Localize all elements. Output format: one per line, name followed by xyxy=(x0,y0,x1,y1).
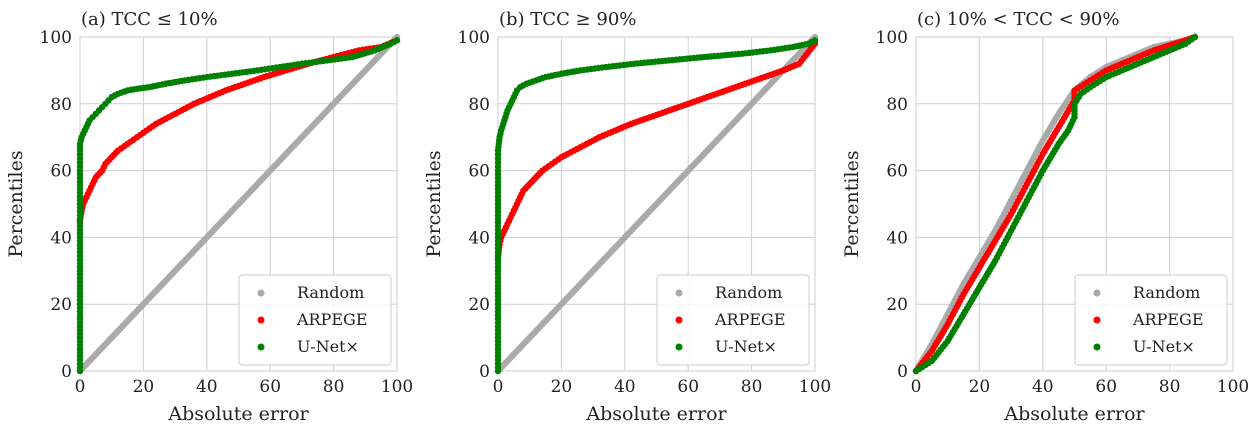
chart0-legend-marker xyxy=(257,289,265,297)
chart0-ytick-label: 60 xyxy=(50,162,72,182)
chart0-ylabel: Percentiles xyxy=(5,150,27,257)
chart2-xtick-label: 80 xyxy=(1159,377,1181,397)
panel-a: 0 20 40 60 80 100 0 20 40 60 80 100 Absolute error Pe… xyxy=(5,9,413,425)
chart2-xtick-label: 60 xyxy=(1095,377,1117,397)
chart2-xtick-label: 20 xyxy=(969,377,991,397)
chart0-legend-label: ARPEGE xyxy=(296,310,368,329)
chart2-legend-label: Random xyxy=(1133,283,1200,302)
chart0-ytick-label: 20 xyxy=(50,295,72,315)
chart0-series-2 xyxy=(76,37,401,375)
chart2-legend-label: U-Net× xyxy=(1133,337,1195,356)
chart1-ytick-label: 0 xyxy=(479,362,490,382)
panel-b: 0 20 40 60 80 100 0 20 40 60 80 100 Absolute error Pe… xyxy=(423,9,831,425)
chart1-title: (b) TCC ≥ 90% xyxy=(499,9,636,30)
chart0-legend-box xyxy=(238,274,392,366)
chart0-xtick-label: 40 xyxy=(196,377,218,397)
chart1-ytick-label: 40 xyxy=(468,228,490,248)
chart1-point xyxy=(811,37,819,44)
chart1-series-2 xyxy=(494,37,819,375)
chart1-ytick-label: 60 xyxy=(468,162,490,182)
chart2-ytick-label: 0 xyxy=(897,362,908,382)
chart2-ytick-label: 60 xyxy=(886,162,908,182)
chart2-title: (c) 10% < TCC < 90% xyxy=(917,9,1119,30)
chart2-plot-area xyxy=(915,36,1234,372)
chart2-legend-box xyxy=(1074,274,1228,366)
chart1-ytick-label: 80 xyxy=(468,95,490,115)
chart1-xtick-label: 80 xyxy=(741,377,763,397)
chart0-xtick-label: 80 xyxy=(323,377,345,397)
chart1-legend-marker xyxy=(675,316,683,324)
chart2-ylabel: Percentiles xyxy=(841,150,863,257)
chart1-series-1 xyxy=(494,40,819,261)
chart0-series-0 xyxy=(76,33,401,375)
chart1-legend-label: U-Net× xyxy=(715,337,777,356)
chart2-xlabel: Absolute error xyxy=(1003,403,1145,425)
chart1-xlabel: Absolute error xyxy=(585,403,727,425)
chart1-legend-marker xyxy=(675,289,683,297)
chart0-legend: Random ARPEGE U-Net× xyxy=(238,274,392,366)
chart1-legend-label: Random xyxy=(715,283,782,302)
chart2-xtick-label: 100 xyxy=(1217,377,1249,397)
chart1-xtick-label: 60 xyxy=(677,377,699,397)
chart2-xtick-label: 40 xyxy=(1032,377,1054,397)
chart0-series-1 xyxy=(76,37,401,224)
chart2-xtick-label: 0 xyxy=(911,377,922,397)
chart2-legend: Random ARPEGE U-Net× xyxy=(1074,274,1228,366)
chart2-ytick-label: 20 xyxy=(886,295,908,315)
chart1-xtick-label: 0 xyxy=(493,377,504,397)
chart0-xlabel: Absolute error xyxy=(167,403,309,425)
chart0-ytick-label: 80 xyxy=(50,95,72,115)
chart2-ytick-label: 40 xyxy=(886,228,908,248)
chart0-title: (a) TCC ≤ 10% xyxy=(81,9,218,30)
chart0-xtick-label: 20 xyxy=(133,377,155,397)
chart2-legend-marker xyxy=(1093,289,1101,297)
chart2-legend-marker xyxy=(1093,343,1101,351)
chart1-xtick-label: 20 xyxy=(551,377,573,397)
chart2-legend-marker xyxy=(1093,316,1101,324)
chart0-ytick-label: 0 xyxy=(61,362,72,382)
chart0-point xyxy=(393,37,401,44)
chart1-xtick-label: 40 xyxy=(614,377,636,397)
chart0-xtick-label: 0 xyxy=(75,377,86,397)
chart1-legend-marker xyxy=(675,343,683,351)
chart0-legend-marker xyxy=(257,316,265,324)
chart2-legend-label: ARPEGE xyxy=(1132,310,1204,329)
chart0-legend-marker xyxy=(257,343,265,351)
chart1-ytick-label: 100 xyxy=(458,28,490,48)
chart2-ytick-label: 80 xyxy=(886,95,908,115)
chart1-ytick-label: 20 xyxy=(468,295,490,315)
chart0-ytick-label: 100 xyxy=(40,28,72,48)
panel-c: 0 20 40 60 80 100 0 20 40 60 80 100 Absolute error Pe… xyxy=(841,9,1249,425)
chart1-xtick-label: 100 xyxy=(799,377,831,397)
chart1-legend-label: ARPEGE xyxy=(714,310,786,329)
chart0-ytick-label: 40 xyxy=(50,228,72,248)
chart0-xtick-label: 100 xyxy=(381,377,413,397)
chart2-point xyxy=(1191,33,1199,41)
chart2-series-2 xyxy=(912,33,1199,375)
chart1-ylabel: Percentiles xyxy=(423,150,445,257)
chart0-legend-label: Random xyxy=(297,283,364,302)
chart1-legend: Random ARPEGE U-Net× xyxy=(656,274,810,366)
chart2-ytick-label: 100 xyxy=(876,28,908,48)
chart0-legend-label: U-Net× xyxy=(297,337,359,356)
chart0-xtick-label: 60 xyxy=(259,377,281,397)
chart1-legend-box xyxy=(656,274,810,366)
